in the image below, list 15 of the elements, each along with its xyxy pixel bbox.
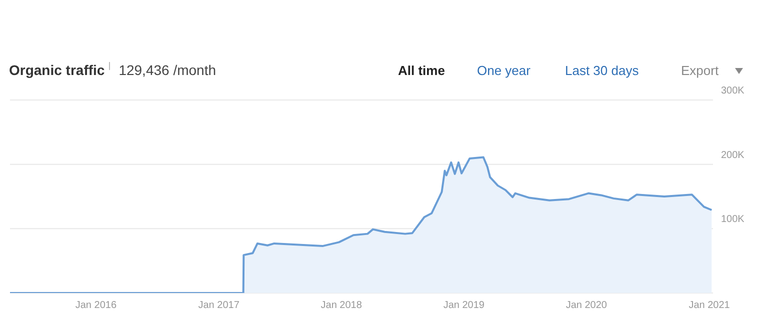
x-tick-label: Jan 2017 [198, 300, 240, 312]
y-tick-label: 100K [721, 214, 745, 226]
text: Last 30 days [565, 63, 639, 78]
y-tick-label: 300K [721, 86, 745, 97]
x-tick-label: Jan 2020 [566, 300, 608, 312]
y-tick-label: 200K [721, 150, 745, 161]
x-tick-label: Jan 2016 [75, 300, 117, 312]
x-tick-label: Jan 2019 [443, 300, 485, 312]
text: Export [681, 63, 719, 78]
chart-subtitle: 129,436 /month [118, 62, 216, 78]
text: All time [398, 63, 445, 78]
chart-title: Organic traffic [9, 62, 105, 78]
x-tick-label: Jan 2018 [320, 300, 362, 312]
x-tick-label: Jan 2021 [688, 300, 730, 312]
text: One year [477, 63, 530, 78]
